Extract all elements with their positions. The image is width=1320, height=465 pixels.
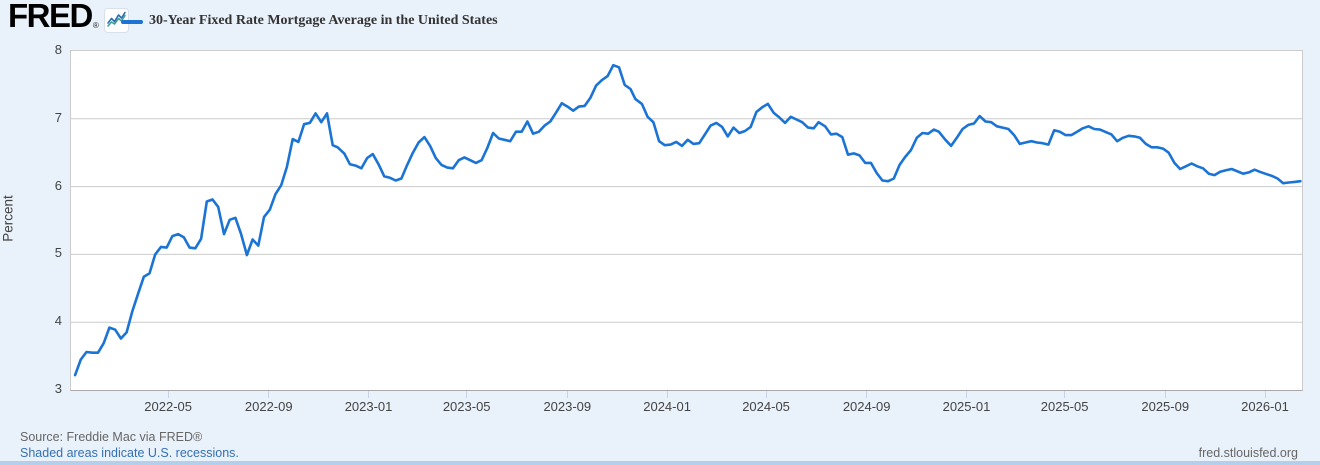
plot-area[interactable] [70, 50, 1303, 391]
x-tick-mark [466, 391, 468, 398]
fred-site-link[interactable]: fred.stlouisfed.org [1198, 446, 1298, 460]
y-axis-title: Percent [0, 195, 16, 242]
y-tick-label: 3 [54, 381, 62, 396]
mortgage-rate-line-chart [71, 63, 1302, 377]
y-tick-label: 5 [54, 245, 62, 261]
source-text: Source: Freddie Mac via FRED® [20, 430, 203, 444]
x-tick-label: 2024-05 [742, 399, 790, 414]
x-tick-label: 2026-01 [1241, 399, 1289, 414]
x-tick-mark [1164, 391, 1166, 398]
x-tick-label: 2023-01 [344, 399, 393, 414]
x-tick-mark [1264, 391, 1266, 398]
x-tick-label: 2023-05 [442, 399, 491, 414]
fred-logo-link[interactable]: FRED ® [8, 0, 129, 34]
x-tick-label: 2024-09 [842, 399, 891, 414]
y-tick-label: 4 [54, 313, 62, 329]
legend-line-swatch [121, 20, 143, 24]
x-tick-mark [368, 391, 370, 398]
x-tick-mark [167, 391, 169, 398]
x-tick-label: 2022-09 [244, 399, 293, 414]
x-tick-mark [566, 391, 568, 398]
x-tick-label: 2024-01 [643, 399, 691, 414]
y-tick-label: 7 [54, 109, 62, 125]
y-tick-label: 8 [54, 42, 62, 57]
x-tick-mark [866, 391, 868, 398]
x-tick-label: 2025-09 [1141, 399, 1190, 414]
registered-trademark: ® [92, 21, 99, 30]
x-tick-mark [1064, 391, 1066, 398]
bottom-border-bar [0, 461, 1320, 465]
fred-logo: FRED [8, 0, 93, 34]
x-tick-label: 2022-05 [144, 399, 192, 414]
y-tick-label: 6 [54, 177, 62, 193]
recessions-note-link[interactable]: Shaded areas indicate U.S. recessions. [20, 446, 239, 460]
series-line[interactable] [73, 63, 1302, 377]
x-tick-mark [268, 391, 270, 398]
x-tick-label: 2025-01 [942, 399, 991, 414]
x-tick-mark [765, 391, 767, 398]
legend-series-label[interactable]: 30-Year Fixed Rate Mortgage Average in t… [149, 13, 498, 28]
x-tick-mark [965, 391, 967, 398]
x-tick-mark [666, 391, 668, 398]
x-tick-label: 2023-09 [543, 399, 592, 414]
x-tick-label: 2025-05 [1040, 399, 1089, 414]
